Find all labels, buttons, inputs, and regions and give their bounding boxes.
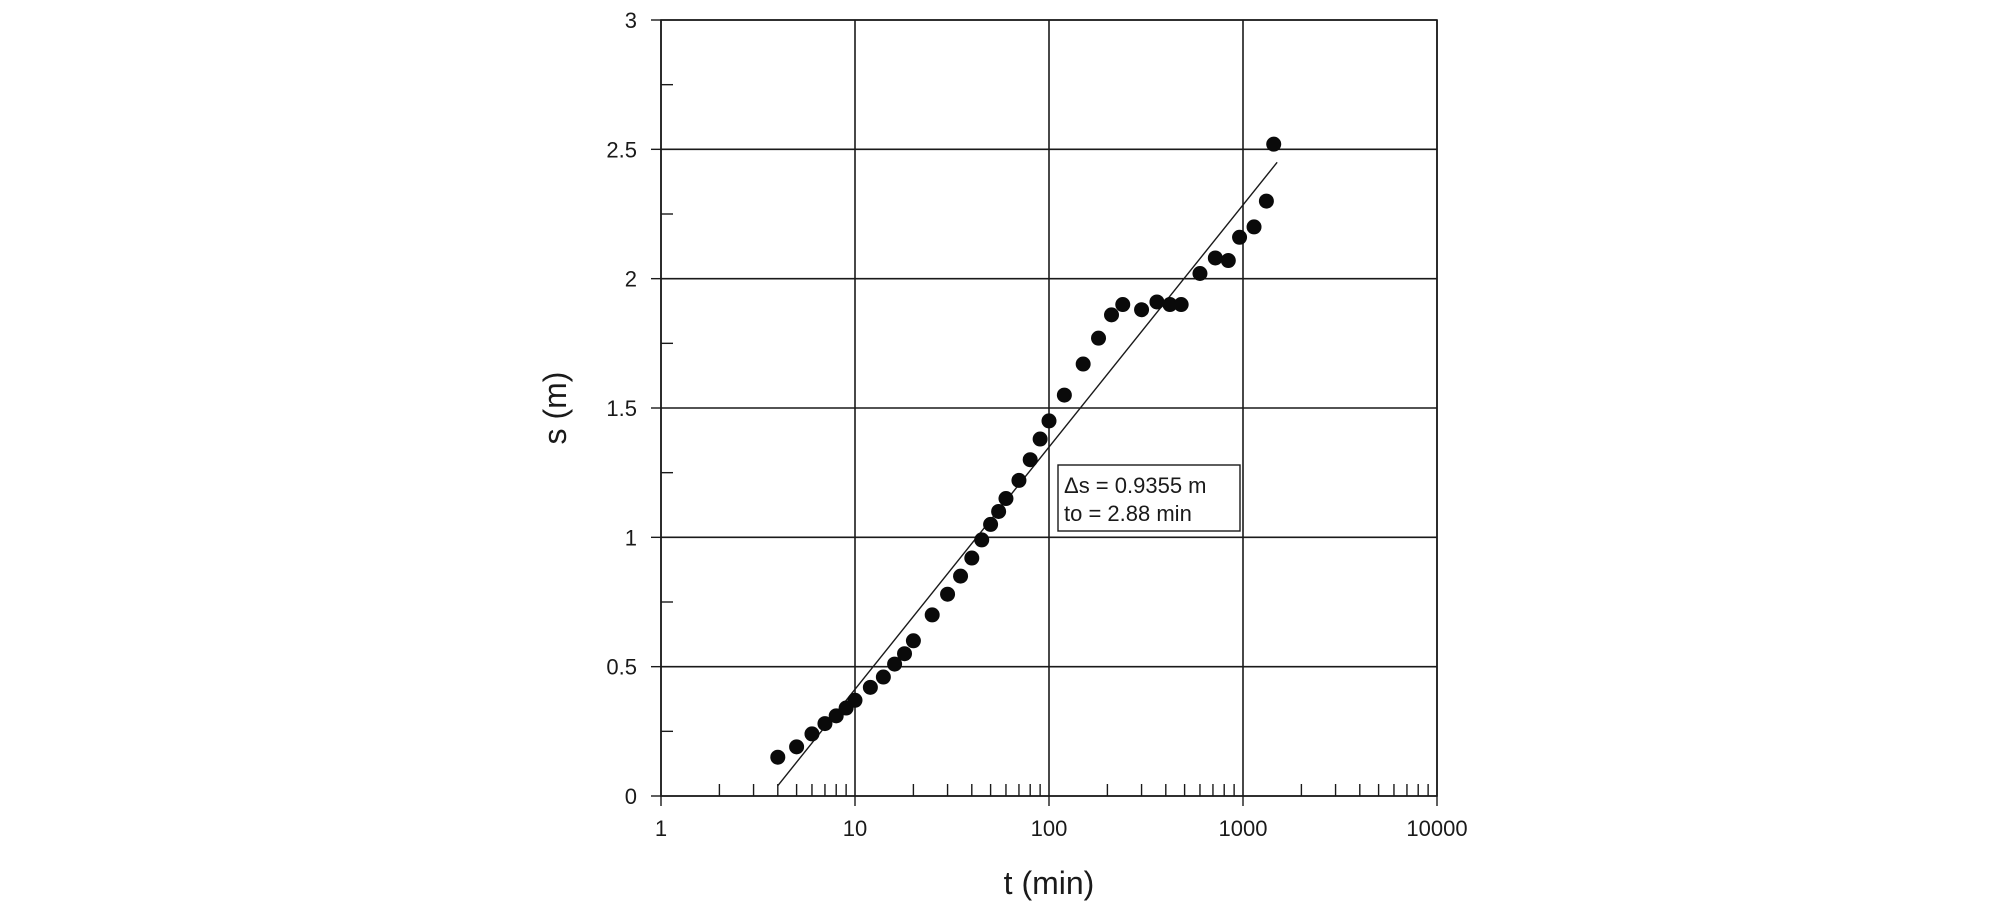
- data-point: [1022, 452, 1038, 468]
- data-point: [953, 568, 969, 584]
- data-point: [1192, 265, 1208, 281]
- data-point: [924, 607, 940, 623]
- annotation-frame: [1057, 464, 1241, 532]
- tick-layer: [651, 19, 1438, 806]
- fit-layer: [777, 161, 1278, 787]
- data-point: [1162, 297, 1178, 313]
- x-tick-label: 1000: [1219, 816, 1268, 841]
- data-point: [770, 749, 786, 765]
- annotation-line-1: Δs = 0.9355 m: [1064, 473, 1207, 498]
- data-point: [1149, 294, 1165, 310]
- data-point: [1246, 219, 1262, 235]
- data-point: [1173, 297, 1189, 313]
- y-tick-label: 2: [625, 267, 637, 292]
- y-tick-label: 3: [625, 8, 637, 33]
- plot-frame: [660, 19, 1438, 797]
- data-point: [887, 656, 903, 672]
- data-point: [1056, 387, 1072, 403]
- y-tick-label: 1: [625, 525, 637, 550]
- data-point: [1232, 229, 1248, 245]
- data-point: [974, 532, 990, 548]
- data-point: [1032, 431, 1048, 447]
- data-point: [847, 692, 863, 708]
- data-point: [1104, 307, 1120, 323]
- data-point: [1091, 330, 1107, 346]
- point-layer: [770, 136, 1282, 765]
- data-point: [991, 503, 1007, 519]
- x-tick-label: 10000: [1406, 816, 1467, 841]
- data-point: [983, 516, 999, 532]
- annotation-line-2: to = 2.88 min: [1064, 501, 1192, 526]
- data-point: [1258, 193, 1274, 209]
- data-point: [964, 550, 980, 566]
- y-axis-title: s (m): [537, 372, 573, 445]
- label-layer: 1 10 100 1000 10000 0 0.5 1 1.5 2 2.5 3: [606, 8, 1467, 841]
- data-point: [1075, 356, 1091, 372]
- y-tick-label: 2.5: [606, 137, 637, 162]
- data-point: [1220, 253, 1236, 269]
- data-point: [804, 726, 820, 742]
- data-point: [817, 716, 833, 732]
- data-point: [875, 669, 891, 685]
- grid-layer: [660, 19, 1438, 797]
- data-point: [1266, 136, 1282, 152]
- data-point: [1115, 297, 1131, 313]
- annotation-box: Δs = 0.9355 m to = 2.88 min: [1057, 464, 1241, 532]
- data-point: [862, 679, 878, 695]
- x-tick-label: 10: [843, 816, 867, 841]
- data-point: [905, 633, 921, 649]
- x-axis-title: t (min): [1004, 865, 1095, 901]
- data-point: [1011, 472, 1027, 488]
- y-tick-label: 0.5: [606, 655, 637, 680]
- data-point: [897, 646, 913, 662]
- y-tick-label: 1.5: [606, 396, 637, 421]
- data-point: [940, 586, 956, 602]
- x-tick-label: 1: [655, 816, 667, 841]
- y-tick-label: 0: [625, 784, 637, 809]
- x-tick-label: 100: [1031, 816, 1068, 841]
- data-point: [789, 739, 805, 755]
- data-point: [1207, 250, 1223, 266]
- fit-line: [777, 161, 1278, 787]
- data-point: [1041, 413, 1057, 429]
- data-point: [998, 491, 1014, 507]
- data-point: [1134, 302, 1150, 318]
